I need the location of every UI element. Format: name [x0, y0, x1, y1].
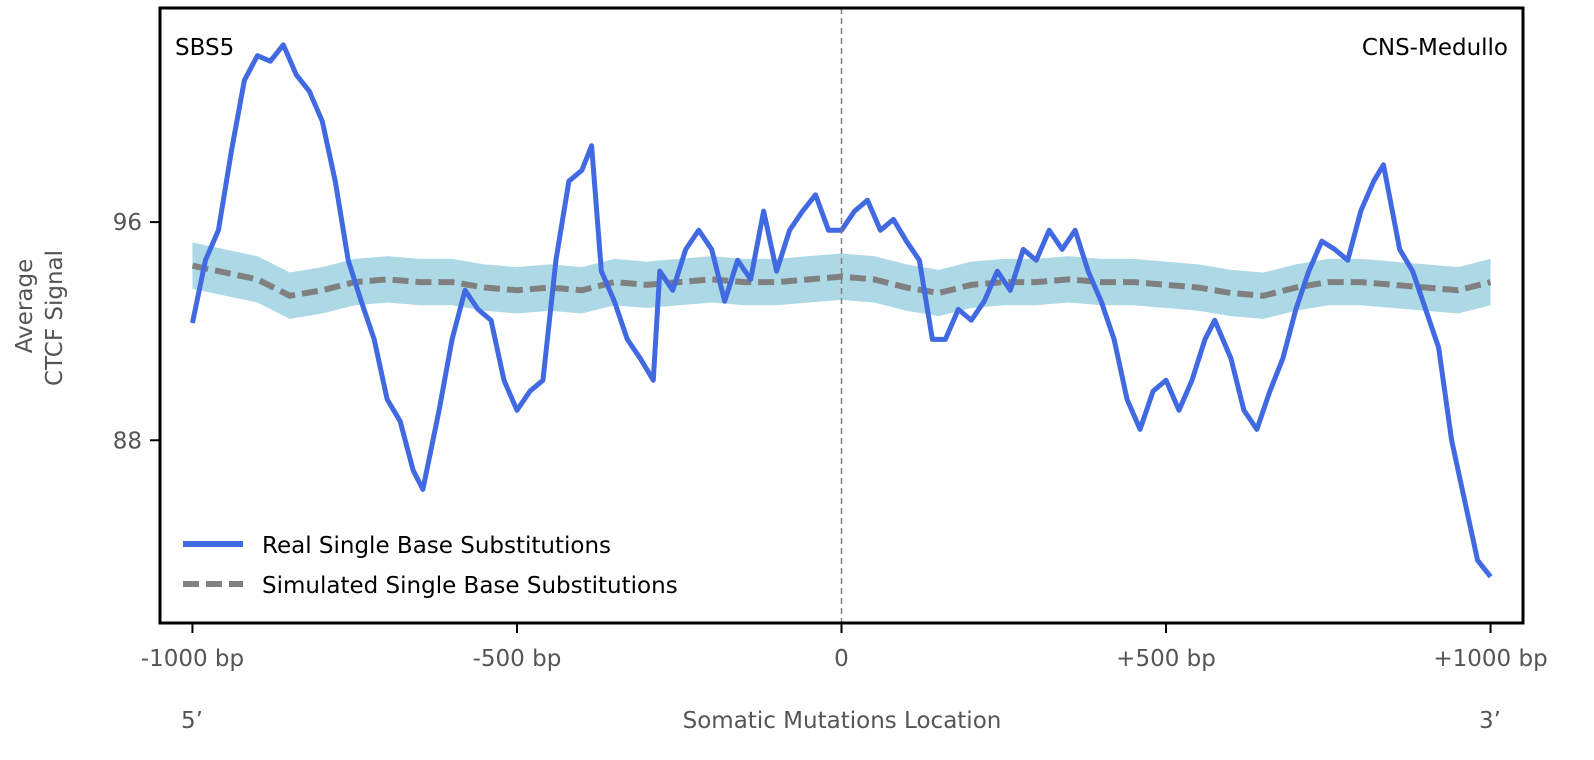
y-tick-label: 88 — [113, 428, 142, 454]
y-tick-label: 96 — [113, 210, 142, 236]
three-prime-label: 3’ — [1479, 708, 1501, 734]
axis-ticks: -1000 bp -500 bp 0 +500 bp +1000 bp 96 88 — [113, 210, 1548, 672]
y-axis-label-line2: CTCF Signal — [42, 250, 68, 386]
legend-label-real: Real Single Base Substitutions — [262, 533, 611, 559]
series-layer — [190, 42, 1493, 579]
panel-title-cancer-type: CNS-Medullo — [1362, 35, 1508, 61]
panel-title-signature: SBS5 — [175, 35, 234, 61]
x-axis-label: Somatic Mutations Location — [683, 708, 1002, 734]
x-tick-label: -1000 bp — [141, 646, 244, 672]
x-tick-label: -500 bp — [473, 646, 562, 672]
x-tick-label: +500 bp — [1116, 646, 1216, 672]
series-line-real — [190, 42, 1493, 579]
legend: Real Single Base Substitutions Simulated… — [183, 533, 678, 599]
series-line-simulated — [191, 262, 1492, 299]
y-axis-label-line1: Average — [12, 259, 38, 353]
five-prime-label: 5’ — [181, 708, 203, 734]
x-tick-label: 0 — [834, 646, 849, 672]
x-tick-label: +1000 bp — [1433, 646, 1547, 672]
legend-label-simulated: Simulated Single Base Substitutions — [262, 573, 678, 599]
